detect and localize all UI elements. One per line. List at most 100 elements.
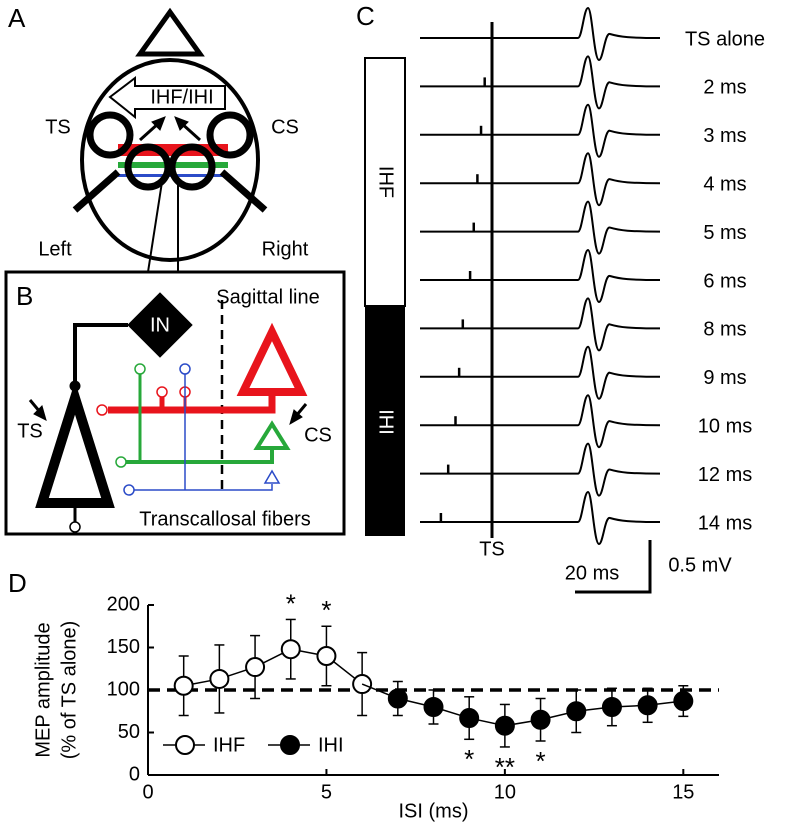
data-point <box>601 697 622 717</box>
arrow <box>108 75 226 120</box>
trace-label: 12 ms <box>698 464 752 486</box>
x-tick-label: 5 <box>321 781 332 803</box>
significance: ** <box>495 752 515 782</box>
coil-label: CS <box>271 116 299 138</box>
terminal <box>179 363 191 375</box>
scale-label: 0.5 mV <box>668 554 732 576</box>
coil <box>86 111 134 159</box>
trace <box>420 345 661 400</box>
side-label: Left <box>38 238 72 260</box>
trace-label: 8 ms <box>703 319 746 341</box>
data-point <box>673 691 694 712</box>
trace-label: 4 ms <box>703 173 746 195</box>
trace <box>420 297 661 352</box>
panel-label: C <box>356 1 375 31</box>
interneuron-axon <box>73 323 128 385</box>
data-point <box>316 646 337 666</box>
trace <box>420 55 661 110</box>
red-neuron <box>236 322 308 396</box>
arrow-head <box>174 116 189 131</box>
scale-label: 20 ms <box>565 562 619 584</box>
trace <box>420 152 661 207</box>
data-point <box>209 668 230 689</box>
blue-neuron <box>263 469 281 484</box>
panel-label: B <box>16 281 33 311</box>
data-point <box>173 675 194 696</box>
trace <box>420 490 661 546</box>
legend-label: IHF <box>213 734 245 756</box>
arrow-label: IHF/IHI <box>150 86 213 108</box>
significance: * <box>536 746 546 776</box>
legend-label: IHI <box>318 734 344 756</box>
scale-bar <box>575 540 652 594</box>
trace-label: 6 ms <box>703 270 746 292</box>
y-tick-label: 200 <box>107 593 140 615</box>
terminal <box>123 484 135 496</box>
bar-label: IHF <box>375 166 397 198</box>
trace-label: 9 ms <box>703 367 746 389</box>
significance: * <box>321 595 331 625</box>
nose <box>135 7 205 57</box>
data-point <box>245 657 266 678</box>
ihi-bar <box>365 306 405 536</box>
terminal <box>69 521 81 533</box>
trace-label: 5 ms <box>703 222 746 244</box>
terminal <box>134 363 146 375</box>
y-axis-label: MEP amplitude <box>32 622 54 757</box>
stim-label: TS <box>17 420 43 442</box>
panel-b <box>4 270 346 536</box>
arrow-head <box>151 116 166 131</box>
fibers-label: Transcallosal fibers <box>139 508 311 530</box>
x-tick-label: 15 <box>672 781 694 803</box>
green-fiber <box>126 450 274 464</box>
data-point <box>494 715 515 736</box>
green-neuron <box>253 420 291 450</box>
sagittal-label: Sagittal line <box>216 286 319 308</box>
y-tick-label: 150 <box>107 636 140 658</box>
terminal <box>156 386 168 398</box>
data-point <box>387 688 408 709</box>
trace <box>420 6 661 62</box>
data-point <box>280 639 301 660</box>
y-axis-label: (% of TS alone) <box>58 621 80 760</box>
coil-label: TS <box>45 116 71 138</box>
trace <box>420 442 661 497</box>
arrow-head <box>33 405 47 421</box>
trace <box>420 103 661 158</box>
terminal <box>115 456 127 468</box>
bar-label: IHI <box>375 409 397 435</box>
trace <box>420 248 661 304</box>
trace-label: 3 ms <box>703 125 746 147</box>
interneuron <box>127 292 193 358</box>
arrow-head <box>289 409 303 426</box>
coil <box>124 143 172 191</box>
interneuron-label: IN <box>150 314 170 336</box>
y-tick-label: 50 <box>118 721 140 743</box>
ihf-bar <box>364 57 406 307</box>
zoom-line <box>147 181 163 273</box>
coil <box>206 111 254 159</box>
data-point <box>423 697 444 717</box>
ts-label: TS <box>479 538 505 560</box>
y-tick-label: 0 <box>129 763 140 785</box>
neuron <box>35 381 115 508</box>
legend-marker <box>175 735 195 755</box>
x-tick-label: 10 <box>494 781 516 803</box>
data-point <box>530 709 551 730</box>
trace-label: 10 ms <box>698 415 752 437</box>
data-point <box>459 708 480 729</box>
trace <box>420 394 661 449</box>
panel-a <box>72 7 268 273</box>
trace-label: 2 ms <box>703 77 746 99</box>
x-tick-label: 0 <box>142 781 153 803</box>
trace-label: TS alone <box>685 28 765 50</box>
significance: * <box>464 744 474 774</box>
coil-handle <box>219 169 268 213</box>
data-point <box>566 701 587 722</box>
terminal <box>96 404 108 416</box>
coil <box>168 143 216 191</box>
legend-marker <box>280 735 300 755</box>
significance: * <box>286 588 296 618</box>
stim-label: CS <box>304 424 332 446</box>
